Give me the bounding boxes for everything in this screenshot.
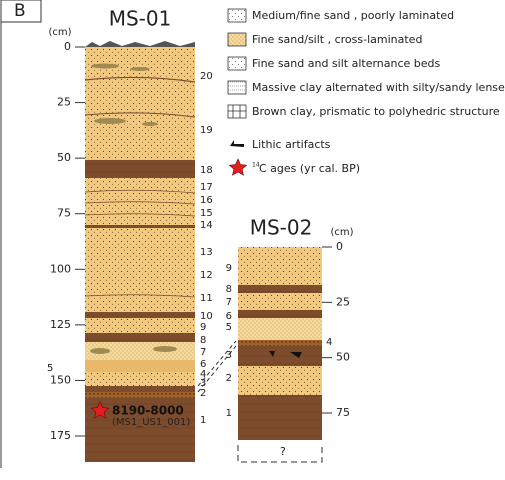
legend-label: Massive clay alternated with silty/sandy… — [252, 81, 505, 94]
unit-number: 14 — [200, 220, 213, 231]
ms02-column — [238, 247, 322, 462]
unit-number: 15 — [200, 208, 213, 219]
ms01-column — [85, 41, 195, 462]
depth-label: 75 — [57, 207, 71, 220]
legend-label: Fine sand and silt alternance beds — [252, 57, 441, 70]
unit-number: 19 — [200, 125, 213, 136]
unit-number: 9 — [200, 322, 206, 333]
depth-label: 150 — [50, 373, 71, 386]
depth-unit: (cm) — [48, 27, 71, 38]
legend-label: Brown clay, prismatic to polyhedric stru… — [252, 105, 500, 118]
unit-number: 20 — [200, 71, 213, 82]
unit-number: 16 — [200, 195, 213, 206]
unit-number: 12 — [200, 270, 213, 281]
unit-number: 4 — [326, 337, 332, 348]
depth-label: 50 — [336, 351, 350, 364]
unit-number: 18 — [200, 165, 213, 176]
depth-label: 175 — [50, 429, 71, 442]
depth-label: 125 — [50, 318, 71, 331]
unit-number: 2 — [200, 388, 206, 399]
unit-number: 5 — [226, 322, 232, 333]
legend-label: C ages (yr cal. BP) — [259, 162, 360, 175]
date-sample: (MS1_US1_001) — [112, 417, 190, 428]
figure: B — [0, 0, 505, 480]
column-title: MS-01 — [109, 7, 172, 31]
unit-number: 11 — [200, 293, 213, 304]
depth-label: 0 — [336, 240, 343, 253]
unit-number: 6 — [226, 311, 232, 322]
legend-label: Lithic artifacts — [252, 138, 331, 151]
unit-number: 9 — [226, 263, 232, 274]
unit-number: 13 — [200, 247, 213, 258]
unit-number: 17 — [200, 182, 213, 193]
legend-label: Fine sand/silt , cross-laminated — [252, 33, 422, 46]
depth-label: 75 — [336, 406, 350, 419]
unit-number: 7 — [200, 347, 206, 358]
unit-number: 1 — [226, 408, 232, 419]
depth-label: 25 — [57, 96, 71, 109]
legend — [228, 9, 247, 175]
panel-label: B — [14, 1, 26, 21]
unit-number: 3 — [226, 350, 232, 361]
unknown-base: ? — [280, 445, 286, 458]
column-title: MS-02 — [250, 216, 313, 240]
depth-unit: (cm) — [330, 227, 353, 238]
unit-number: 7 — [226, 297, 232, 308]
unit-number: 10 — [200, 311, 213, 322]
unit-number: 1 — [200, 415, 206, 426]
unit-number: 8 — [200, 335, 206, 346]
unit-number: 2 — [226, 373, 232, 384]
depth-label: 50 — [57, 151, 71, 164]
legend-label: Medium/fine sand , poorly laminated — [252, 9, 454, 22]
unit-number: 5 — [47, 363, 53, 374]
depth-label: 100 — [50, 262, 71, 275]
date-age: 8190-8000 — [112, 404, 184, 418]
depth-label: 25 — [336, 295, 350, 308]
depth-label: 0 — [64, 40, 71, 53]
unit-number: 8 — [226, 284, 232, 295]
